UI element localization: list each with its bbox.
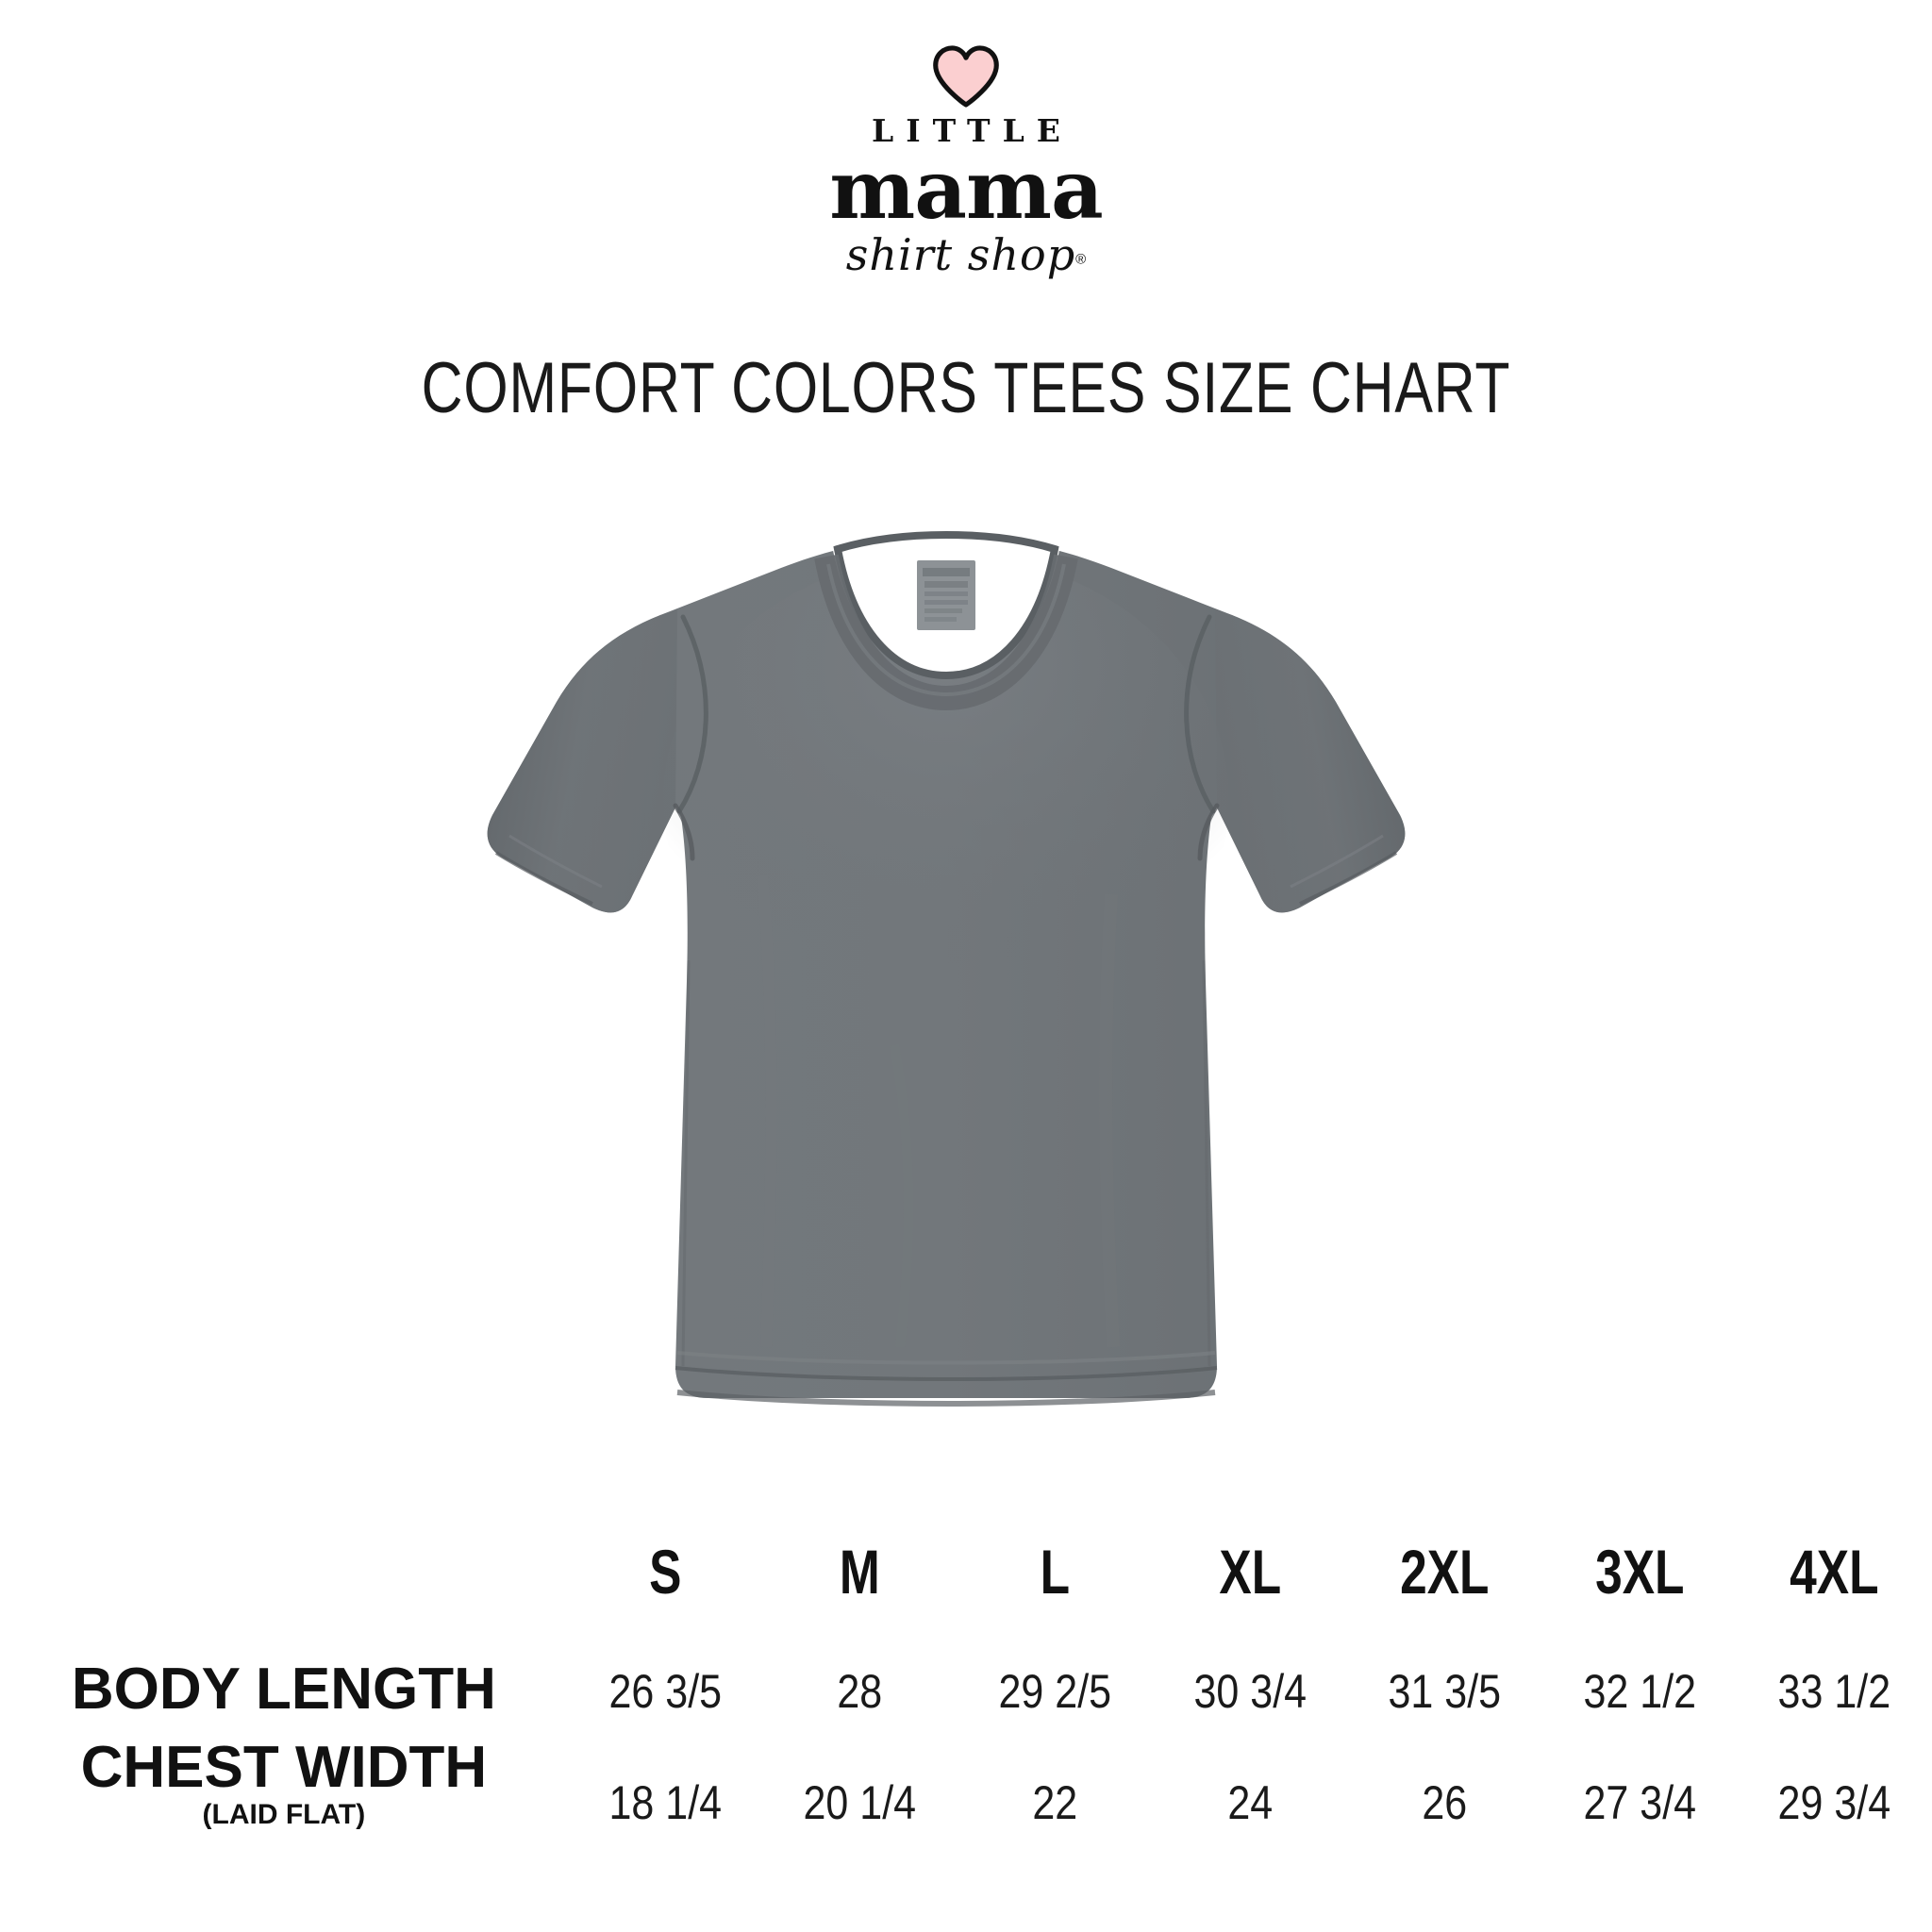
size-header-2xl: 2XL	[1400, 1537, 1490, 1607]
brand-line-mama: mama	[829, 142, 1103, 238]
chest-width-l: 22	[1032, 1776, 1078, 1829]
heart-icon	[933, 45, 999, 108]
neck-tag-icon	[917, 560, 975, 630]
row-label-body-length: BODY LENGTH	[0, 1607, 568, 1719]
size-header-l: L	[1040, 1537, 1070, 1607]
body-length-2xl: 31 3/5	[1388, 1665, 1502, 1718]
size-header-s: S	[648, 1537, 682, 1607]
brand-line-little: LITTLE	[872, 112, 1073, 149]
chest-width-3xl: 27 3/4	[1583, 1776, 1696, 1829]
body-length-3xl: 32 1/2	[1583, 1665, 1696, 1718]
row-label-body-length-text: BODY LENGTH	[71, 1656, 496, 1722]
brand-logo: LITTLE mama shirt shop®	[0, 45, 1932, 276]
brand-line-shirtshop: shirt shop	[845, 229, 1076, 280]
size-header-m: M	[840, 1537, 881, 1607]
body-length-4xl: 33 1/2	[1777, 1665, 1891, 1718]
registered-trademark-icon: ®	[1075, 251, 1087, 268]
row-label-chest-width: CHEST WIDTH (LAID FLAT)	[0, 1719, 568, 1830]
row-label-chest-width-text: CHEST WIDTH	[80, 1734, 488, 1800]
size-header-xl: XL	[1218, 1537, 1281, 1607]
page-title: COMFORT COLORS TEES SIZE CHART	[421, 348, 1511, 428]
size-header-4xl: 4XL	[1790, 1537, 1879, 1607]
chest-width-s: 18 1/4	[608, 1776, 722, 1829]
body-length-l: 29 2/5	[998, 1665, 1112, 1718]
size-header-3xl: 3XL	[1594, 1537, 1685, 1607]
table-row: CHEST WIDTH (LAID FLAT) 18 1/4 20 1/4 22…	[0, 1719, 1932, 1830]
chest-width-4xl: 29 3/4	[1777, 1776, 1891, 1829]
row-label-chest-width-note: (LAID FLAT)	[202, 1799, 366, 1830]
brand-line-shirtshop-wrap: shirt shop®	[0, 233, 1932, 276]
chest-width-xl: 24	[1226, 1776, 1273, 1829]
comfort-colors-tee-photo	[451, 517, 1441, 1423]
body-length-m: 28	[837, 1665, 883, 1718]
size-header-corner	[0, 1509, 568, 1607]
size-header-row: S M L XL 2XL 3XL 4XL	[0, 1509, 1932, 1607]
body-length-xl: 30 3/4	[1193, 1665, 1307, 1718]
chest-width-2xl: 26	[1422, 1776, 1468, 1829]
body-length-s: 26 3/5	[608, 1665, 722, 1718]
tee-illustration	[487, 530, 1406, 1407]
size-chart-table: S M L XL 2XL 3XL 4XL BODY LENGTH 26 3/5 …	[0, 1509, 1932, 1830]
chest-width-m: 20 1/4	[803, 1776, 917, 1829]
table-row: BODY LENGTH 26 3/5 28 29 2/5 30 3/4 31 3…	[0, 1607, 1932, 1719]
